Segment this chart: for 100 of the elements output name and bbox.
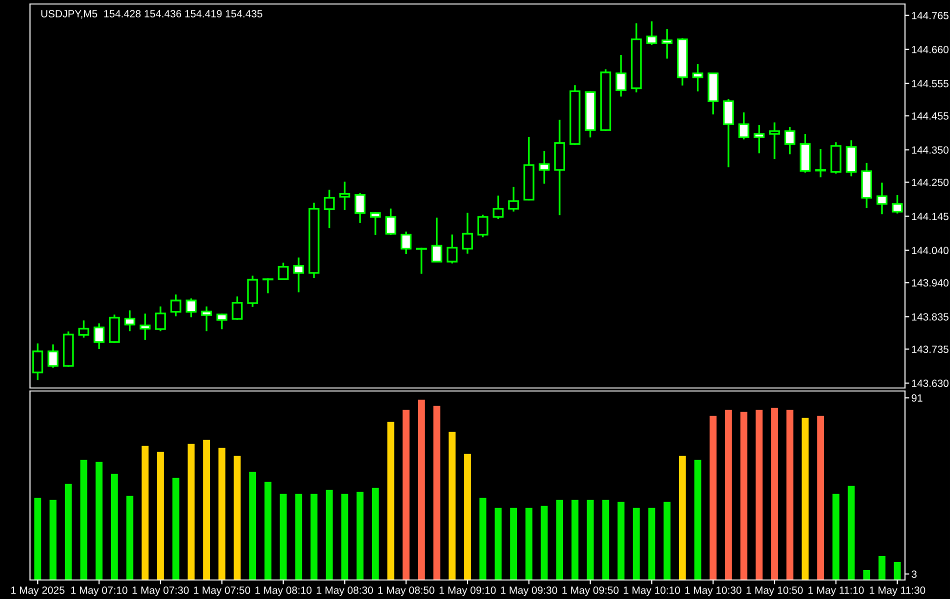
candlestick — [247, 276, 258, 307]
bar — [387, 422, 394, 580]
bar — [510, 508, 518, 580]
bar — [756, 410, 763, 580]
bar — [832, 494, 840, 580]
bar — [817, 416, 824, 580]
candlestick — [140, 314, 151, 340]
candlestick — [324, 190, 335, 228]
y-tick-label: 144.040 — [912, 246, 948, 254]
candlestick — [400, 232, 412, 254]
x-tick-label: 1 May 08:30 — [316, 586, 373, 596]
bar — [110, 474, 118, 580]
bar — [172, 478, 180, 580]
bar — [203, 440, 210, 580]
y-tick-label: 143.735 — [912, 346, 948, 353]
candlestick — [462, 212, 473, 254]
bar — [771, 408, 778, 580]
candlestick — [431, 218, 442, 262]
bar — [586, 500, 594, 580]
bar — [540, 506, 548, 580]
bar — [310, 494, 318, 580]
x-tick-label: 1 May 10:10 — [624, 586, 680, 596]
bar — [295, 494, 302, 580]
bar — [479, 498, 486, 580]
candlestick — [370, 212, 381, 235]
x-tick-label: 1 May 07:10 — [71, 586, 128, 596]
bar — [157, 452, 164, 580]
candlestick — [662, 29, 672, 59]
candlestick — [293, 258, 304, 292]
candlestick — [216, 314, 228, 330]
candlestick — [784, 126, 796, 154]
candlestick — [94, 323, 105, 349]
y-tick-label: 143.835 — [912, 313, 948, 321]
bar — [525, 508, 532, 580]
candlestick — [815, 148, 826, 178]
bar — [678, 456, 686, 580]
x-tick-label: 1 May 10:50 — [746, 586, 803, 596]
bar — [848, 486, 855, 580]
y-tick-label: 143.630 — [912, 380, 948, 388]
bar — [664, 502, 671, 580]
bar — [326, 490, 333, 580]
x-tick-label: 1 May 11:10 — [808, 586, 864, 596]
bar — [280, 494, 287, 580]
y-tick-label: 91 — [912, 394, 922, 402]
bar — [34, 498, 42, 580]
y-tick-label: 143.940 — [912, 279, 948, 287]
bar — [218, 448, 226, 580]
x-tick-label: 1 May 07:30 — [132, 586, 189, 596]
bar — [64, 484, 72, 580]
bar — [694, 460, 702, 580]
bar — [710, 416, 717, 580]
y-tick-label: 144.350 — [912, 146, 948, 154]
candlestick — [416, 248, 427, 274]
bar — [433, 406, 440, 580]
bar — [648, 508, 656, 580]
x-tick-label: 1 May 10:30 — [685, 586, 742, 596]
candlestick — [278, 262, 289, 280]
bar — [80, 460, 88, 580]
candlestick — [876, 182, 888, 214]
candlestick — [508, 186, 519, 212]
candlestick — [477, 214, 488, 238]
x-tick-label: 1 May 08:50 — [378, 586, 434, 596]
bar — [632, 508, 640, 580]
bar — [188, 444, 195, 580]
x-tick-label: 1 May 09:10 — [440, 586, 496, 596]
y-tick-label: 144.250 — [912, 178, 948, 186]
y-tick-label: 144.660 — [912, 46, 948, 54]
bar — [50, 500, 56, 580]
candlestick — [492, 196, 504, 220]
bar — [894, 562, 901, 580]
bar — [464, 454, 471, 580]
candlestick — [769, 122, 780, 160]
chart-title: USDJPY,M5 154.428 154.436 154.419 154.435 — [41, 10, 262, 19]
y-tick-label: 144.555 — [912, 80, 948, 88]
candlestick — [186, 298, 197, 318]
bar — [448, 432, 456, 580]
bar — [142, 446, 149, 580]
bar — [725, 410, 732, 580]
candlestick — [738, 112, 750, 140]
bar — [786, 410, 794, 580]
candlestick — [170, 294, 182, 316]
bar — [878, 556, 886, 580]
bar — [341, 494, 348, 580]
candlestick — [692, 64, 704, 92]
bar — [234, 456, 241, 580]
bar — [418, 400, 425, 580]
x-tick-label: 1 May 09:30 — [501, 586, 558, 596]
bar — [802, 418, 809, 580]
y-tick-label: 144.455 — [912, 112, 948, 120]
candlestick — [78, 320, 90, 338]
candlestick — [616, 55, 626, 97]
bar — [494, 508, 502, 580]
candlestick — [646, 21, 658, 46]
bar — [264, 482, 272, 580]
bar — [126, 496, 134, 580]
candlestick — [754, 125, 765, 154]
bar — [96, 462, 103, 580]
y-tick-label: 144.145 — [912, 212, 948, 220]
y-tick-label: 144.765 — [912, 12, 948, 20]
bar — [356, 492, 364, 580]
